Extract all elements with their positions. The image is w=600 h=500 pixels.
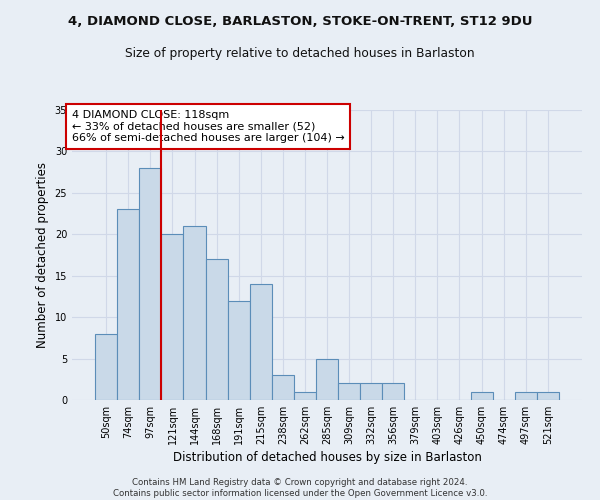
Text: 4, DIAMOND CLOSE, BARLASTON, STOKE-ON-TRENT, ST12 9DU: 4, DIAMOND CLOSE, BARLASTON, STOKE-ON-TR…: [68, 15, 532, 28]
Bar: [360, 384, 382, 400]
Bar: [294, 392, 316, 400]
Bar: [117, 210, 139, 400]
Bar: [206, 259, 227, 400]
Text: Size of property relative to detached houses in Barlaston: Size of property relative to detached ho…: [125, 48, 475, 60]
Bar: [250, 284, 272, 400]
Bar: [95, 334, 117, 400]
Y-axis label: Number of detached properties: Number of detached properties: [36, 162, 49, 348]
Bar: [470, 392, 493, 400]
Bar: [382, 384, 404, 400]
Bar: [227, 300, 250, 400]
Bar: [272, 375, 294, 400]
Bar: [139, 168, 161, 400]
Bar: [515, 392, 537, 400]
Text: Contains HM Land Registry data © Crown copyright and database right 2024.
Contai: Contains HM Land Registry data © Crown c…: [113, 478, 487, 498]
Bar: [161, 234, 184, 400]
Bar: [537, 392, 559, 400]
Text: 4 DIAMOND CLOSE: 118sqm
← 33% of detached houses are smaller (52)
66% of semi-de: 4 DIAMOND CLOSE: 118sqm ← 33% of detache…: [72, 110, 345, 143]
X-axis label: Distribution of detached houses by size in Barlaston: Distribution of detached houses by size …: [173, 451, 481, 464]
Bar: [184, 226, 206, 400]
Bar: [316, 358, 338, 400]
Bar: [338, 384, 360, 400]
